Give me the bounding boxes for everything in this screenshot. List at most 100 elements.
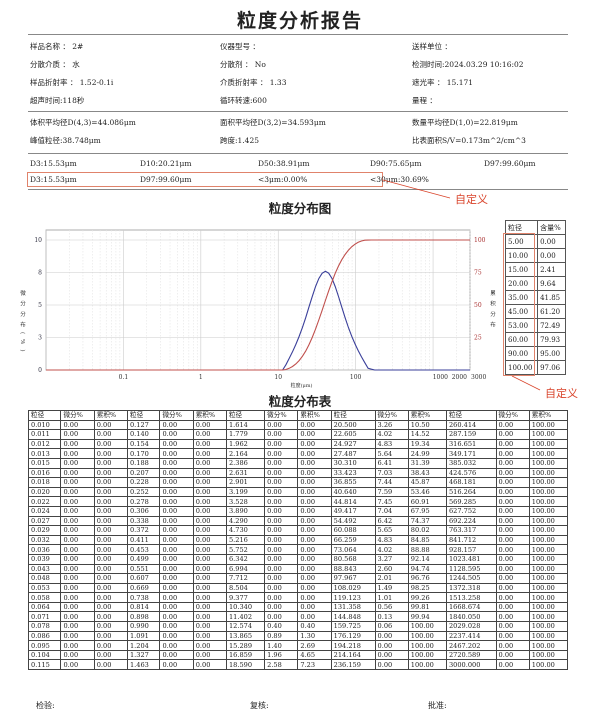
table-cell: 0.00 <box>264 573 299 584</box>
table-cell: 0.00 <box>60 659 95 671</box>
table-cell: 0.13 <box>374 611 409 623</box>
annotation-label: 自定义 <box>455 193 488 206</box>
table-cell: 0.607 <box>126 573 161 584</box>
table-cell: 100.00 <box>528 544 569 555</box>
table-cell: 0.00 <box>60 553 95 565</box>
table-cell: 385.032 <box>445 457 497 469</box>
info-field: 遮光率 ： 15.171 <box>412 78 474 87</box>
table-cell: 0.00 <box>60 419 95 431</box>
divider <box>28 111 568 112</box>
table-cell: 0.00 <box>495 525 530 536</box>
table-cell: 0.00 <box>192 544 227 555</box>
report-title: 粒度分析报告 <box>236 10 363 32</box>
table-row: 0.064 0.00 0.00 0.814 0.00 0.00 10.340 0.00 0.00… <box>27 601 569 613</box>
table-row: 53.00 72.49 <box>504 318 566 333</box>
table-cell: 0.00 <box>495 640 530 651</box>
table-cell: 0.00 <box>297 477 332 488</box>
table-cell: 0.00 <box>264 467 299 479</box>
table-cell: 100.00 <box>528 553 569 565</box>
table-cell: 60.91 <box>407 496 447 507</box>
table-cell: 72.49 <box>537 318 566 333</box>
table-cell: 0.00 <box>192 496 227 507</box>
table-cell: 0.00 <box>192 601 227 613</box>
table-cell: 0.00 <box>495 553 530 565</box>
column-header: 微分% <box>495 410 530 421</box>
table-cell: 0.104 <box>27 649 62 661</box>
table-cell: 0.00 <box>192 486 227 498</box>
info-field: 样品名称 ： 2# <box>30 42 84 51</box>
table-cell: 349.171 <box>445 448 497 459</box>
table-cell: 0.00 <box>374 640 409 651</box>
table-cell: 1.204 <box>126 640 161 651</box>
table-cell: 100.00 <box>528 467 569 479</box>
table-cell: 0.499 <box>126 553 161 565</box>
table-cell: 0.00 <box>495 630 530 642</box>
table-cell: 44.814 <box>330 496 376 507</box>
table-cell: 0.127 <box>126 419 161 431</box>
table-cell: 97.06 <box>537 360 566 375</box>
table-cell: 0.278 <box>126 496 161 507</box>
table-cell: 0.00 <box>159 448 194 459</box>
table-cell: 0.039 <box>27 553 62 565</box>
table-cell: 2.386 <box>225 457 266 469</box>
table-cell: 0.00 <box>93 630 128 642</box>
table-cell: 0.00 <box>60 621 95 632</box>
table-cell: 2467.202 <box>445 640 497 651</box>
table-cell: 0.00 <box>93 611 128 623</box>
header-row: 粒径 微分% 累积% 粒径 微分% 累积% 粒径 微分% 累积% 粒径 微分% 累积% 粒径 微分% 累积% <box>27 410 569 421</box>
inspector-label: 检验: <box>36 701 55 710</box>
table-cell: 1372.318 <box>445 582 497 594</box>
table-cell: 99.81 <box>407 601 447 613</box>
table-row: 0.053 0.00 0.00 0.669 0.00 0.00 8.504 0.00 0.00 1… <box>27 582 569 594</box>
table-cell: 0.89 <box>264 630 299 642</box>
info-field: 分散剂 ： No <box>220 60 266 69</box>
table-cell: 100.00 <box>528 525 569 536</box>
table-cell: 98.25 <box>407 582 447 594</box>
table-cell: 0.00 <box>264 515 299 527</box>
stat-field: 跨度:1.425 <box>220 136 259 145</box>
table-row: 0.058 0.00 0.00 0.738 0.00 0.00 9.377 0.00 0.00 1… <box>27 592 569 603</box>
table-cell: 0.00 <box>495 563 530 575</box>
table-cell: 424.576 <box>445 467 497 479</box>
table-cell: 0.00 <box>264 563 299 575</box>
table-row: 0.078 0.00 0.00 0.990 0.00 0.00 12.574 0.40 0.40… <box>27 621 569 632</box>
table-cell: 0.00 <box>264 486 299 498</box>
column-header: 含量% <box>537 220 566 235</box>
table-cell: 11.402 <box>225 611 266 623</box>
table-cell: 74.37 <box>407 515 447 527</box>
table-cell: 0.00 <box>264 592 299 603</box>
table-cell: 0.010 <box>27 419 62 431</box>
table-cell: 0.00 <box>192 429 227 440</box>
table-cell: 5.65 <box>374 525 409 536</box>
table-cell: 0.00 <box>495 573 530 584</box>
table-cell: 3.27 <box>374 553 409 565</box>
table-cell: 0.00 <box>374 630 409 642</box>
table-cell: 8.504 <box>225 582 266 594</box>
column-header: 累积% <box>407 410 447 421</box>
table-cell: 0.00 <box>297 467 332 479</box>
table-cell: 20.500 <box>330 419 376 431</box>
table-cell: 1.463 <box>126 659 161 671</box>
column-header: 粒径 <box>330 410 376 421</box>
table-cell: 0.00 <box>159 630 194 642</box>
table-row: 20.00 9.64 <box>504 276 566 291</box>
table-cell: 0.00 <box>495 582 530 594</box>
table-cell: 1244.505 <box>445 573 497 584</box>
table-cell: 0.00 <box>297 419 332 431</box>
table-row: 0.020 0.00 0.00 0.252 0.00 0.00 3.199 0.00 0.00 4… <box>27 486 569 498</box>
table-cell: 100.00 <box>407 621 447 632</box>
table-cell: 0.00 <box>374 659 409 671</box>
table-cell: 0.170 <box>126 448 161 459</box>
table-row: 0.086 0.00 0.00 1.091 0.00 0.00 13.865 0.89 1.30… <box>27 630 569 642</box>
table-cell: 0.00 <box>264 448 299 459</box>
table-cell: 0.00 <box>495 592 530 603</box>
table-cell: 0.56 <box>374 601 409 613</box>
table-cell: 0.00 <box>60 525 95 536</box>
table-cell: 0.00 <box>495 601 530 613</box>
differential-series-line <box>272 270 470 371</box>
table-cell: 0.00 <box>297 525 332 536</box>
divider <box>28 34 568 35</box>
table-cell: 31.39 <box>407 457 447 469</box>
table-row: 0.095 0.00 0.00 1.204 0.00 0.00 15.289 1.40 2.69… <box>27 640 569 651</box>
table-cell: 569.285 <box>445 496 497 507</box>
